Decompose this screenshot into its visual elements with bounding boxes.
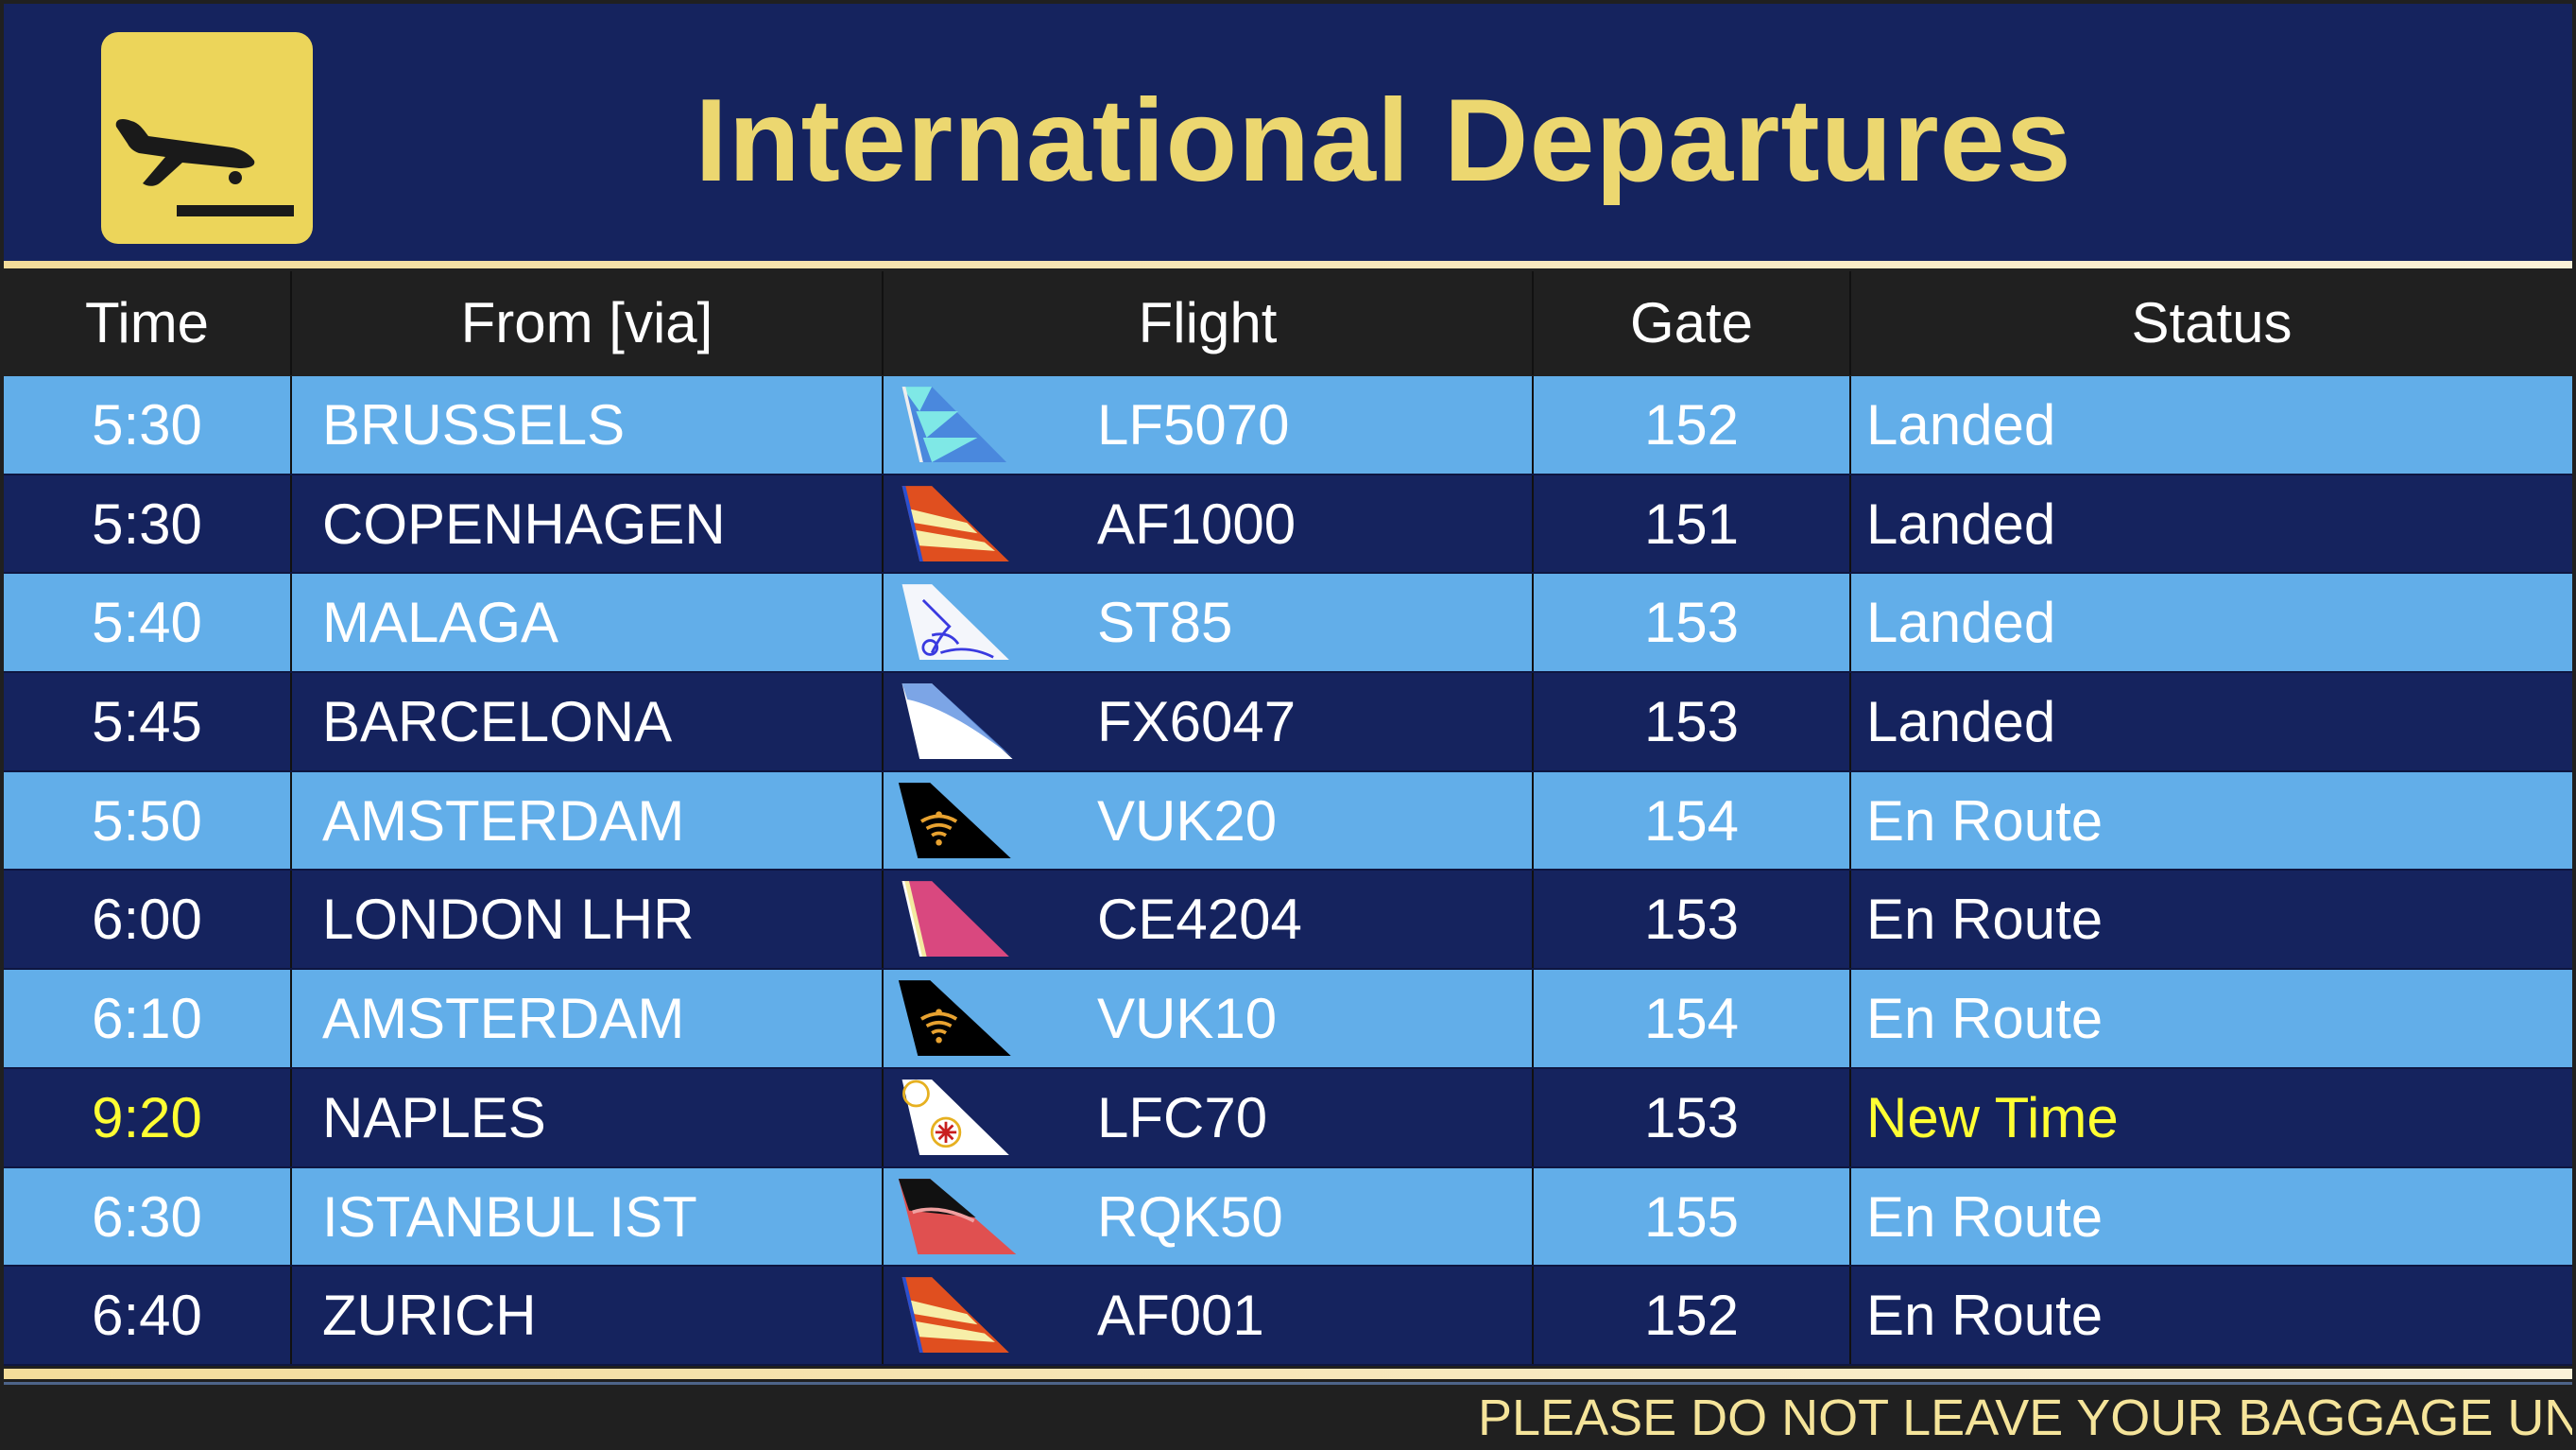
flight-gate: 154 [1534, 771, 1851, 870]
table-header: Time From [via] Flight Gate Status [4, 271, 2572, 375]
flight-row: 5:45 BARCELONA FX6047 153 Landed [4, 673, 2572, 772]
airline-tail-icon [884, 970, 1088, 1067]
airline-tail-icon [884, 772, 1088, 870]
flight-origin: MALAGA [292, 574, 884, 672]
flight-number: CE4204 [1088, 871, 1534, 969]
column-header-gate: Gate [1534, 271, 1851, 375]
flight-number: FX6047 [1088, 673, 1534, 770]
airline-tail-icon [884, 1267, 1088, 1364]
flight-time: 5:30 [4, 475, 292, 573]
flight-status: En Route [1866, 1284, 2104, 1348]
board-header: International Departures [4, 4, 2572, 261]
flight-gate: 153 [1534, 673, 1851, 770]
column-header-status: Status [2131, 291, 2293, 354]
flight-number: ST85 [1088, 574, 1534, 672]
flight-origin: COPENHAGEN [292, 475, 884, 573]
airline-tail-icon [884, 1069, 1088, 1166]
flight-number: LF5070 [1088, 376, 1534, 474]
flight-status: Landed [1866, 591, 2056, 655]
airline-tail-icon [884, 1168, 1088, 1266]
page-title: International Departures [695, 76, 2072, 206]
flight-origin: AMSTERDAM [292, 970, 884, 1067]
flight-time: 5:40 [4, 574, 292, 672]
flight-gate: 154 [1534, 970, 1851, 1067]
flight-origin: LONDON LHR [292, 871, 884, 969]
flight-gate: 155 [1534, 1167, 1851, 1266]
flight-status: New Time [1866, 1085, 2119, 1149]
airline-tail-icon [884, 673, 1088, 770]
flight-number: AF1000 [1088, 475, 1534, 573]
flight-time: 5:45 [4, 673, 292, 770]
flight-row: 5:40 MALAGA ST85 153 Landed [4, 574, 2572, 674]
flight-gate: 152 [1534, 1267, 1851, 1364]
flight-status: Landed [1866, 492, 2056, 556]
flight-gate: 152 [1534, 376, 1851, 474]
flight-origin: AMSTERDAM [292, 771, 884, 870]
column-header-from: From [via] [292, 271, 884, 375]
flight-time: 9:20 [4, 1068, 292, 1166]
flight-row: 6:30 ISTANBUL IST RQK50 155 En Route [4, 1167, 2572, 1268]
flight-origin: ZURICH [292, 1267, 884, 1364]
flight-row: 9:20 NAPLES LFC70 153 New Time [4, 1068, 2572, 1168]
flight-time: 6:30 [4, 1167, 292, 1266]
divider [4, 1369, 2572, 1379]
airline-tail-icon [884, 871, 1088, 968]
ticker: PLEASE DO NOT LEAVE YOUR BAGGAGE UN ATT [4, 1382, 2572, 1449]
flight-row: 6:10 AMSTERDAM VUK10 154 En Route [4, 970, 2572, 1069]
flight-row: 6:40 ZURICH AF001 152 En Route [4, 1267, 2572, 1366]
flight-gate: 153 [1534, 1068, 1851, 1166]
flight-gate: 153 [1534, 871, 1851, 969]
airline-tail-icon [884, 376, 1088, 474]
ticker-text: PLEASE DO NOT LEAVE YOUR BAGGAGE UN ATT [1478, 1390, 2572, 1446]
flight-number: RQK50 [1088, 1167, 1534, 1266]
flight-origin: BARCELONA [292, 673, 884, 770]
divider [4, 261, 2572, 268]
column-header-time: Time [4, 271, 292, 375]
flight-status: Landed [1866, 690, 2056, 754]
flight-time: 6:10 [4, 970, 292, 1067]
flight-time: 6:00 [4, 871, 292, 969]
flight-number: VUK20 [1088, 771, 1534, 870]
flight-row: 5:30 BRUSSELS LF5070 152 Landed [4, 376, 2572, 475]
airline-tail-icon [884, 574, 1088, 671]
flight-row: 5:50 AMSTERDAM VUK20 154 En Route [4, 771, 2572, 872]
flight-time: 6:40 [4, 1267, 292, 1364]
airline-tail-icon [884, 475, 1088, 573]
flight-row: 6:00 LONDON LHR CE4204 153 En Route [4, 871, 2572, 971]
flight-time: 5:30 [4, 376, 292, 474]
flight-time: 5:50 [4, 771, 292, 870]
flight-status: Landed [1866, 393, 2056, 457]
flight-number: VUK10 [1088, 970, 1534, 1067]
flight-gate: 151 [1534, 475, 1851, 573]
flight-number: LFC70 [1088, 1068, 1534, 1166]
flights-table: 5:30 BRUSSELS LF5070 152 Landed 5:30 COPENHAGE… [4, 376, 2572, 1366]
flight-status: En Route [1866, 1184, 2104, 1249]
flight-status: En Route [1866, 788, 2104, 853]
flight-status: En Route [1866, 888, 2104, 952]
column-header-flight: Flight [884, 271, 1534, 375]
plane-landing-icon [101, 32, 313, 244]
flight-number: AF001 [1088, 1267, 1534, 1364]
flight-gate: 153 [1534, 574, 1851, 672]
flight-origin: BRUSSELS [292, 376, 884, 474]
flight-row: 5:30 COPENHAGEN AF1000 151 Landed [4, 475, 2572, 575]
flight-origin: ISTANBUL IST [292, 1167, 884, 1266]
flight-status: En Route [1866, 987, 2104, 1051]
flight-origin: NAPLES [292, 1068, 884, 1166]
